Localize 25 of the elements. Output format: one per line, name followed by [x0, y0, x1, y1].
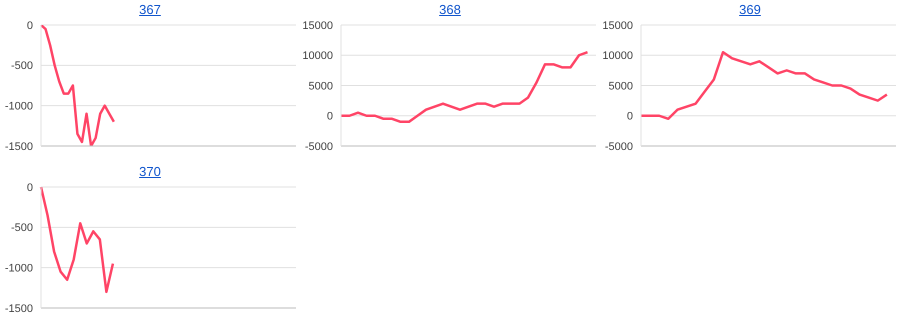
chart-title: 370: [138, 163, 162, 181]
y-tick-label: 10000: [302, 50, 333, 62]
y-tick-label: 10000: [602, 50, 633, 62]
y-tick-label: 5000: [308, 80, 333, 92]
y-tick-label: 15000: [302, 20, 333, 32]
y-tick-label: 5000: [608, 80, 633, 92]
line-series: [40, 187, 114, 294]
y-tick-label: 15000: [602, 20, 633, 32]
y-tick-label: -500: [10, 60, 33, 72]
y-tick-label: -1500: [4, 302, 33, 315]
y-tick-label: -1500: [4, 140, 33, 153]
y-tick-label: 0: [26, 20, 33, 32]
y-tick-label: -1000: [4, 100, 33, 113]
chart-title: 368: [438, 1, 462, 19]
line-series: [340, 50, 589, 124]
y-tick-label: -500: [10, 222, 33, 234]
chart-title: 369: [738, 1, 762, 19]
line-series: [640, 50, 888, 120]
y-tick-label: -1000: [4, 262, 33, 275]
y-tick-label: -5000: [604, 140, 633, 153]
chart-title: 367: [138, 1, 162, 19]
y-tick-label: -5000: [304, 140, 333, 153]
y-tick-label: 0: [26, 182, 33, 194]
y-tick-label: 0: [626, 110, 633, 123]
y-tick-label: 0: [326, 110, 333, 123]
